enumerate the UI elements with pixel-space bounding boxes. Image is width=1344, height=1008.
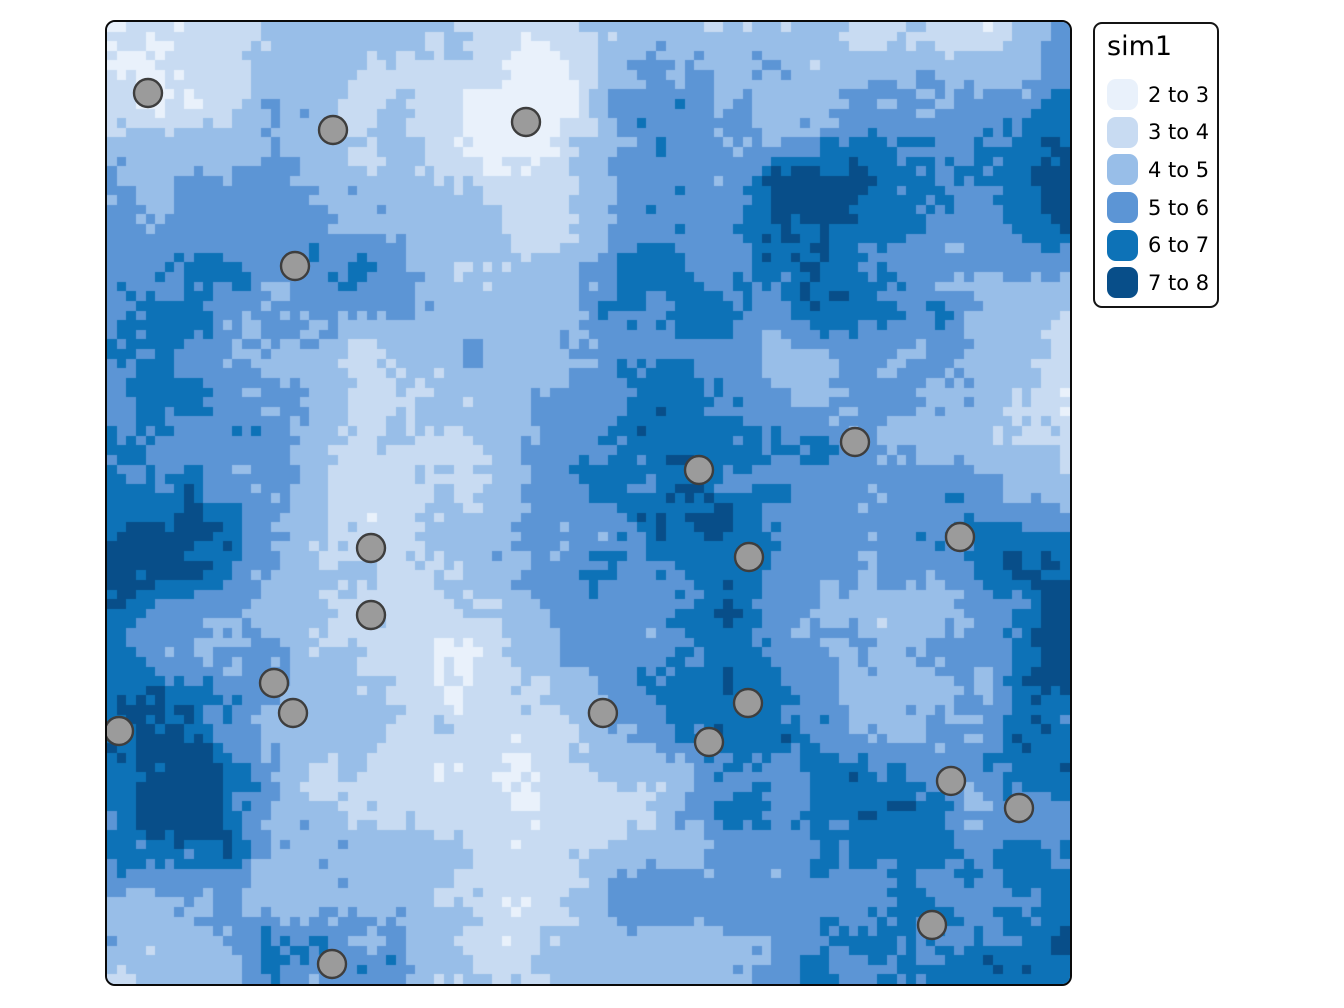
legend-item: 5 to 6 (1107, 189, 1211, 227)
legend-swatch (1107, 267, 1138, 299)
legend-swatch (1107, 79, 1138, 111)
legend-swatch (1107, 154, 1138, 186)
sample-point (107, 715, 135, 747)
legend-items: 2 to 3 3 to 4 4 to 5 5 to 6 6 to 7 7 to 8 (1107, 76, 1211, 302)
sample-point (839, 426, 871, 458)
sample-point (733, 541, 765, 573)
sample-point (132, 77, 164, 109)
sample-point (279, 250, 311, 282)
legend-item-label: 4 to 5 (1148, 157, 1210, 182)
sample-point (355, 599, 387, 631)
legend-item: 3 to 4 (1107, 114, 1211, 152)
legend-item-label: 6 to 7 (1148, 233, 1210, 258)
sample-point (316, 948, 348, 980)
legend-item-label: 2 to 3 (1148, 82, 1210, 107)
sample-point (1003, 792, 1035, 824)
sample-point (944, 521, 976, 553)
legend-item-label: 5 to 6 (1148, 195, 1210, 220)
sample-point (683, 454, 715, 486)
legend-title: sim1 (1107, 31, 1173, 62)
sample-point (587, 697, 619, 729)
sample-point (258, 667, 290, 699)
legend-item-label: 3 to 4 (1148, 120, 1210, 145)
map-frame (105, 20, 1072, 986)
legend-swatch (1107, 192, 1138, 224)
legend-item: 2 to 3 (1107, 76, 1211, 114)
legend-item: 7 to 8 (1107, 264, 1211, 302)
sample-point (277, 697, 309, 729)
legend-swatch (1107, 229, 1138, 261)
points-layer (107, 77, 1035, 980)
sample-point (916, 909, 948, 941)
sample-point (355, 532, 387, 564)
sample-point (693, 726, 725, 758)
legend-item-label: 7 to 8 (1148, 270, 1210, 295)
sample-point (510, 106, 542, 138)
legend-item: 4 to 5 (1107, 151, 1211, 189)
sample-point (935, 765, 967, 797)
sample-point (317, 114, 349, 146)
sample-point (732, 687, 764, 719)
legend-item: 6 to 7 (1107, 226, 1211, 264)
raster-layer (107, 22, 1070, 984)
legend: sim1 2 to 3 3 to 4 4 to 5 5 to 6 6 to 7 7 to … (1093, 22, 1219, 308)
legend-swatch (1107, 116, 1138, 148)
